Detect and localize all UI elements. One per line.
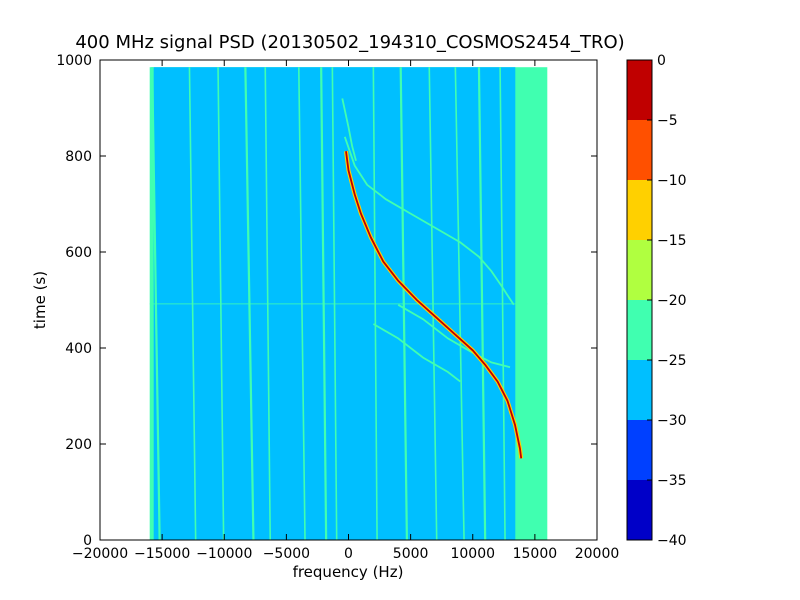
y-axis-ticks: 0 200 400 600 800 1000 (56, 53, 597, 549)
y-tick-label: 600 (65, 245, 92, 261)
colorbar-segment (627, 300, 652, 360)
secondary-trace (343, 136, 515, 306)
y-tick-label: 1000 (56, 53, 92, 69)
colorbar-tick-label: −5 (657, 113, 678, 129)
colorbar-segment (627, 120, 652, 180)
colorbar-tick-label: −40 (657, 533, 687, 549)
secondary-trace (341, 98, 357, 162)
secondary-trace (372, 323, 461, 383)
x-tick-label: 15000 (513, 546, 558, 562)
colorbar-segment (627, 60, 652, 120)
y-tick-label: 400 (65, 341, 92, 357)
x-tick-label: −10000 (196, 546, 252, 562)
x-axis-ticks: −20000 −15000 −10000 −5000 0 5000 10000 15000 20… (72, 60, 619, 562)
heatmap-layer (149, 67, 548, 540)
y-axis-label: time (s) (31, 271, 49, 329)
colorbar-segment (627, 240, 652, 300)
x-axis-label: frequency (Hz) (293, 563, 404, 581)
chart-title: 400 MHz signal PSD (20130502_194310_COSM… (75, 32, 624, 53)
colorbar-segment (627, 360, 652, 420)
colorbar-segment (627, 420, 652, 480)
main-signal-trace (345, 151, 523, 459)
x-tick-label: −5000 (263, 546, 310, 562)
x-tick-label: 10000 (450, 546, 495, 562)
x-tick-label: 0 (344, 546, 353, 562)
x-tick-label: 5000 (393, 546, 429, 562)
colorbar-tick-label: −35 (657, 473, 687, 489)
y-tick-label: 800 (65, 149, 92, 165)
colorbar-tick-label: −15 (657, 233, 687, 249)
colorbar-tick-label: −20 (657, 293, 687, 309)
colorbar-tick-label: −10 (657, 173, 687, 189)
colorbar-tick-label: −30 (657, 413, 687, 429)
y-tick-label: 200 (65, 437, 92, 453)
x-tick-label: −15000 (134, 546, 190, 562)
colorbar: −40 −35 −30 −25 −20 −15 −10 −5 0 (626, 53, 687, 549)
colorbar-segment (627, 180, 652, 240)
y-tick-label: 0 (83, 533, 92, 549)
x-tick-label: 20000 (575, 546, 620, 562)
plot-area: −20000 −15000 −10000 −5000 0 5000 10000 15000 20… (56, 53, 619, 562)
colorbar-tick-label: −25 (657, 353, 687, 369)
colorbar-segment (627, 480, 652, 540)
colorbar-tick-label: 0 (657, 53, 666, 69)
x-tick-label: −20000 (72, 546, 128, 562)
secondary-trace (397, 304, 511, 369)
